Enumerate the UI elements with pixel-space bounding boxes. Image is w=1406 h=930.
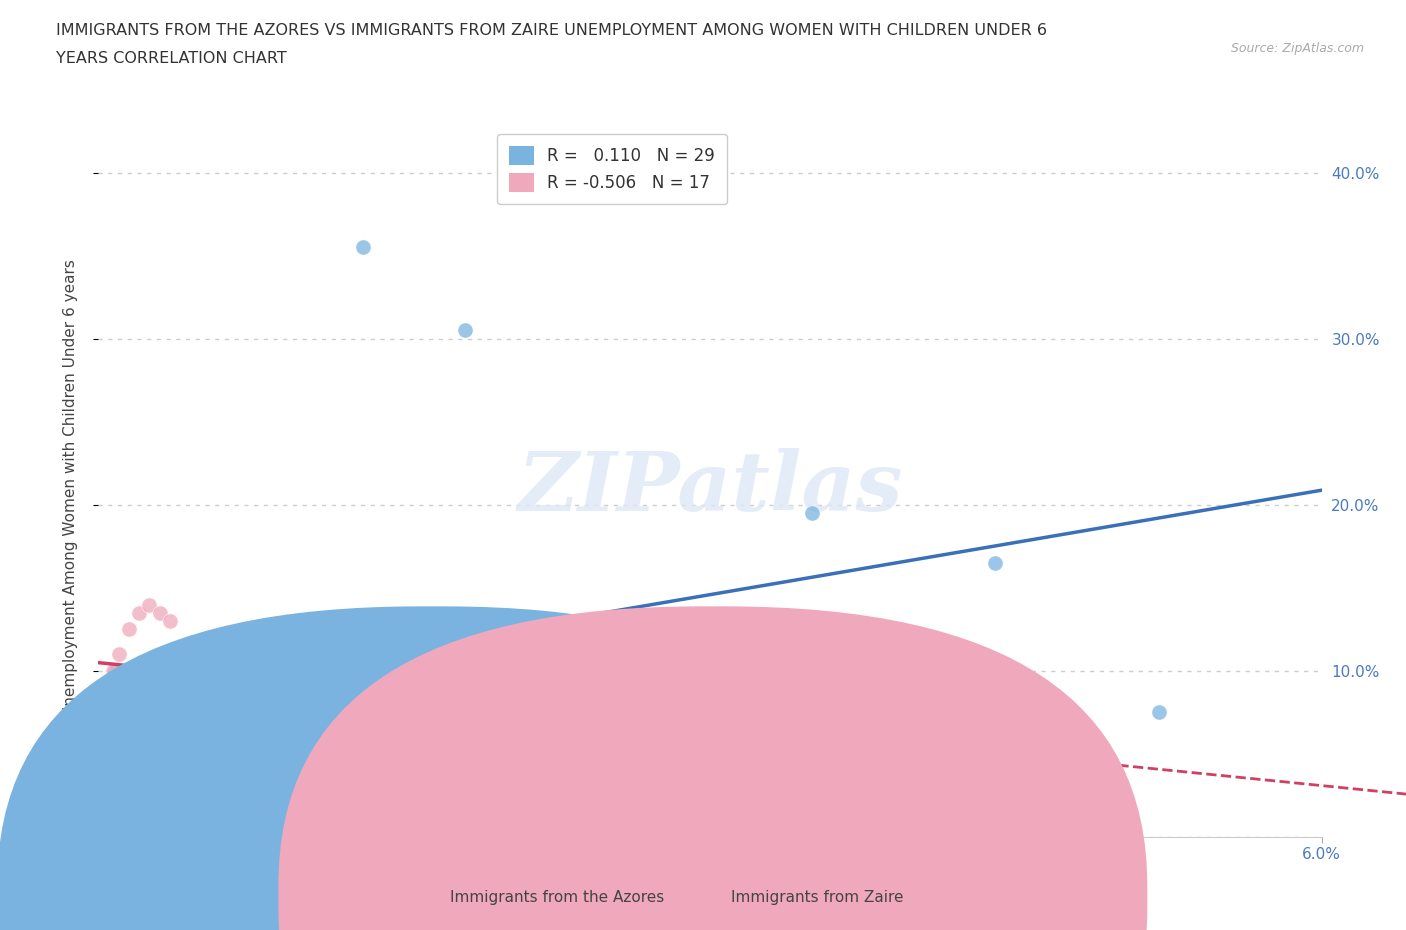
Point	[118, 622, 141, 637]
Point	[169, 688, 191, 703]
Point	[132, 688, 155, 703]
Point	[108, 647, 131, 662]
Point	[188, 671, 212, 686]
Text: IMMIGRANTS FROM THE AZORES VS IMMIGRANTS FROM ZAIRE UNEMPLOYMENT AMONG WOMEN WIT: IMMIGRANTS FROM THE AZORES VS IMMIGRANTS…	[56, 23, 1047, 38]
Point	[114, 738, 136, 753]
Text: ZIPatlas: ZIPatlas	[517, 448, 903, 528]
Text: YEARS CORRELATION CHART: YEARS CORRELATION CHART	[56, 51, 287, 66]
Point	[173, 656, 195, 671]
Point	[149, 730, 172, 745]
Point	[149, 772, 172, 787]
Point	[1004, 747, 1026, 762]
Text: Immigrants from the Azores: Immigrants from the Azores	[450, 890, 664, 905]
Text: Immigrants from Zaire: Immigrants from Zaire	[731, 890, 904, 905]
Point	[108, 688, 131, 703]
FancyBboxPatch shape	[0, 606, 866, 930]
Point	[128, 663, 150, 678]
Point	[91, 705, 114, 720]
Point	[454, 323, 477, 338]
Point	[352, 240, 374, 255]
Point	[101, 671, 124, 686]
Point	[231, 730, 253, 745]
Point	[91, 705, 114, 720]
Point	[159, 614, 181, 629]
Point	[97, 705, 120, 720]
Point	[100, 688, 122, 703]
Point	[128, 605, 150, 620]
Point	[114, 755, 136, 770]
Point	[801, 506, 824, 521]
Legend: R =   0.110   N = 29, R = -0.506   N = 17: R = 0.110 N = 29, R = -0.506 N = 17	[498, 134, 727, 204]
Point	[188, 671, 212, 686]
Point	[118, 671, 141, 686]
Point	[209, 680, 232, 695]
Point	[250, 688, 273, 703]
Point	[270, 713, 292, 728]
Point	[97, 717, 120, 732]
Point	[93, 730, 115, 745]
Text: Source: ZipAtlas.com: Source: ZipAtlas.com	[1230, 42, 1364, 55]
Point	[984, 555, 1007, 570]
FancyBboxPatch shape	[278, 606, 1147, 930]
Point	[91, 747, 114, 762]
Point	[104, 671, 127, 686]
Point	[101, 663, 124, 678]
Point	[93, 722, 115, 737]
Point	[138, 597, 160, 612]
Point	[260, 722, 283, 737]
Point	[149, 605, 172, 620]
Point	[598, 722, 620, 737]
Point	[1147, 705, 1170, 720]
Point	[124, 680, 146, 695]
Point	[104, 663, 127, 678]
Point	[100, 688, 122, 703]
Y-axis label: Unemployment Among Women with Children Under 6 years: Unemployment Among Women with Children U…	[63, 259, 77, 717]
Point	[200, 680, 222, 695]
Point	[149, 764, 172, 778]
